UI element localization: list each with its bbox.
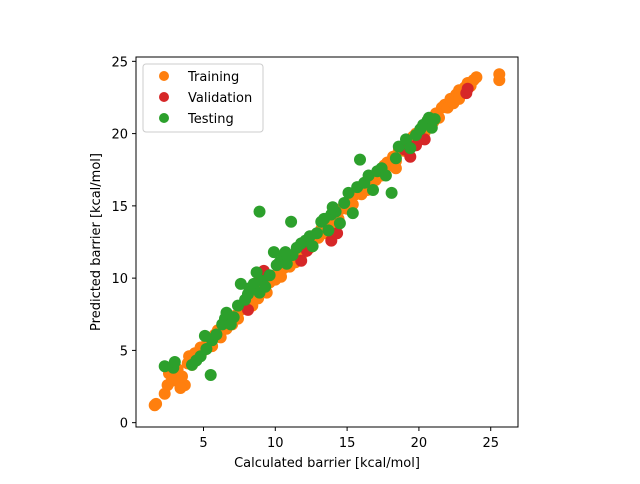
legend-label-testing: Testing <box>187 112 234 127</box>
y-tick-label: 5 <box>120 344 128 359</box>
legend-label-training: Training <box>187 70 239 85</box>
point-testing <box>279 246 292 259</box>
point-testing <box>333 217 346 230</box>
point-testing <box>200 343 213 355</box>
point-validation <box>242 303 254 316</box>
legend-marker-training <box>159 71 169 81</box>
point-training <box>470 71 483 84</box>
plot-frame <box>135 56 519 428</box>
point-testing <box>322 224 335 237</box>
x-axis-label: Calculated barrier [kcal/mol] <box>234 456 420 471</box>
x-tick-label: 25 <box>482 436 499 451</box>
point-testing <box>210 328 223 341</box>
point-testing <box>354 153 366 166</box>
legend-frame <box>142 63 264 133</box>
point-testing <box>385 186 398 199</box>
point-testing <box>404 142 417 155</box>
legend: Training Validation Testing <box>142 63 264 133</box>
x-tick-label: 15 <box>339 436 356 451</box>
point-testing <box>204 369 217 381</box>
point-testing <box>342 186 355 199</box>
point-testing <box>263 269 276 282</box>
point-training <box>150 397 163 410</box>
point-validation <box>295 254 308 267</box>
point-testing <box>310 227 323 240</box>
point-training <box>389 162 402 175</box>
legend-label-validation: Validation <box>188 91 252 106</box>
point-testing <box>423 111 435 124</box>
point-testing <box>227 311 240 324</box>
point-validation <box>404 150 417 163</box>
ticks-layer: 5 10 15 20 25 0 5 10 15 20 25 <box>111 55 499 451</box>
x-tick-label: 20 <box>411 436 428 451</box>
y-axis-label: Predicted barrier [kcal/mol] <box>89 153 104 331</box>
point-testing <box>280 257 293 270</box>
y-tick-label: 10 <box>111 272 128 287</box>
point-testing <box>267 246 280 259</box>
point-testing <box>259 280 272 293</box>
point-testing <box>168 356 181 368</box>
point-testing <box>285 215 298 228</box>
point-testing <box>250 266 263 279</box>
y-tick-label: 15 <box>111 200 128 215</box>
point-testing <box>367 184 379 196</box>
y-tick-label: 0 <box>120 417 128 432</box>
x-tick-label: 10 <box>267 436 284 451</box>
point-testing <box>253 205 266 218</box>
legend-marker-testing <box>159 113 169 123</box>
point-testing <box>379 169 392 182</box>
point-testing <box>389 152 402 165</box>
legend-marker-validation <box>159 92 169 102</box>
points-layer <box>148 68 506 412</box>
point-training <box>174 382 187 394</box>
point-testing <box>306 240 319 253</box>
point-training <box>493 68 506 81</box>
point-testing <box>326 201 339 214</box>
point-validation <box>461 82 474 95</box>
y-tick-label: 25 <box>111 55 128 70</box>
point-testing <box>338 197 351 209</box>
x-tick-label: 5 <box>199 436 207 451</box>
point-testing <box>346 207 359 220</box>
y-tick-label: 20 <box>111 128 128 143</box>
